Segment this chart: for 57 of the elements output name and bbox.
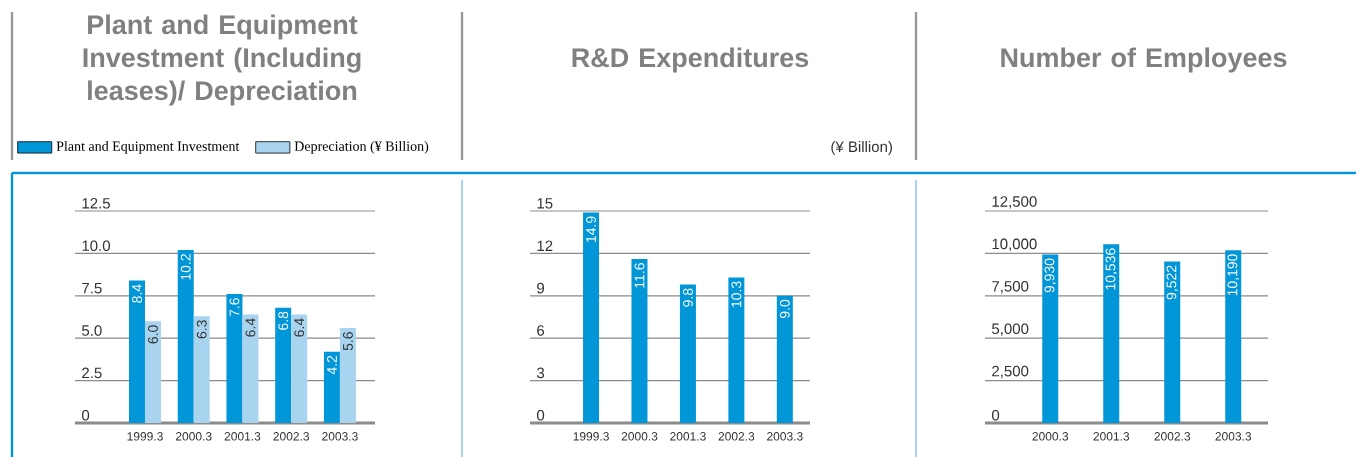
x-tick-label: 2002.3 — [718, 432, 755, 441]
text: (¥ Billion) — [831, 141, 892, 155]
y-tick-label: 5.0 — [82, 325, 102, 336]
data-label: 4.2 — [327, 355, 337, 375]
y-tick-label: 7.5 — [82, 282, 102, 294]
y-tick-label: 2.5 — [82, 367, 102, 379]
y-tick-label: 7,500 — [992, 281, 1029, 294]
data-label: 6.8 — [278, 311, 289, 330]
chart-title: Number of Employees — [1001, 47, 1287, 73]
x-tick-label: 2000.3 — [175, 432, 212, 441]
data-label: 6.0 — [148, 325, 158, 344]
x-tick-label: 2001.3 — [1093, 432, 1130, 441]
y-tick-label: 5,000 — [992, 323, 1029, 336]
data-label: 7.6 — [229, 298, 240, 317]
x-tick-label: 1999.3 — [127, 432, 163, 441]
x-tick-label: 2002.3 — [1154, 432, 1191, 441]
data-label: 5.6 — [342, 332, 353, 351]
x-tick-label: 2001.3 — [670, 432, 706, 441]
y-tick-label: 0 — [992, 409, 1000, 421]
data-label: 9.0 — [779, 299, 790, 318]
y-tick-label: 3 — [536, 367, 545, 379]
y-tick-label: 2,500 — [992, 365, 1029, 379]
data-label: 6.3 — [196, 320, 207, 339]
y-tick-label: 15 — [537, 198, 553, 209]
x-tick-label: 2001.3 — [224, 432, 261, 441]
y-tick-label: 10,000 — [992, 238, 1037, 251]
chart-title: Plant and Equipment Investment (Including leases)/ Depreciation — [83, 14, 361, 106]
y-tick-label: 10.0 — [82, 240, 110, 252]
data-label: 8.4 — [132, 284, 142, 303]
legend-label: Plant and Equipment Investment — [56, 141, 240, 154]
chart-title: R&D Expenditures — [572, 47, 809, 73]
data-label: 10,536 — [1105, 248, 1118, 290]
x-tick-label: 2003.3 — [322, 432, 358, 441]
data-label: 10.2 — [180, 254, 191, 280]
data-label: 9,522 — [1166, 265, 1179, 300]
x-tick-label: 2000.3 — [621, 432, 658, 441]
x-tick-label: 1999.3 — [573, 432, 609, 441]
data-label: 10,190 — [1227, 254, 1240, 296]
x-tick-label: 2000.3 — [1032, 432, 1069, 441]
legend-label: Depreciation (¥ Billion) — [294, 141, 429, 154]
data-label: 9.8 — [683, 288, 693, 307]
y-tick-label: 0 — [537, 409, 545, 421]
data-label: 14.9 — [586, 216, 596, 242]
data-label: 9,930 — [1044, 258, 1057, 293]
y-tick-label: 12,500 — [992, 196, 1037, 209]
y-tick-label: 12.5 — [82, 197, 110, 209]
y-tick-label: 12 — [537, 240, 553, 251]
x-tick-label: 2003.3 — [1215, 432, 1252, 441]
data-label: 6.4 — [245, 318, 256, 337]
y-tick-label: 6 — [537, 325, 545, 336]
data-label: 11.6 — [634, 263, 645, 288]
x-tick-label: 2003.3 — [767, 432, 803, 441]
y-tick-label: 9 — [537, 282, 545, 294]
data-label: 10.3 — [731, 281, 742, 308]
y-tick-label: 0 — [82, 409, 90, 421]
x-tick-label: 2002.3 — [273, 432, 310, 441]
data-label: 6.4 — [294, 318, 305, 337]
